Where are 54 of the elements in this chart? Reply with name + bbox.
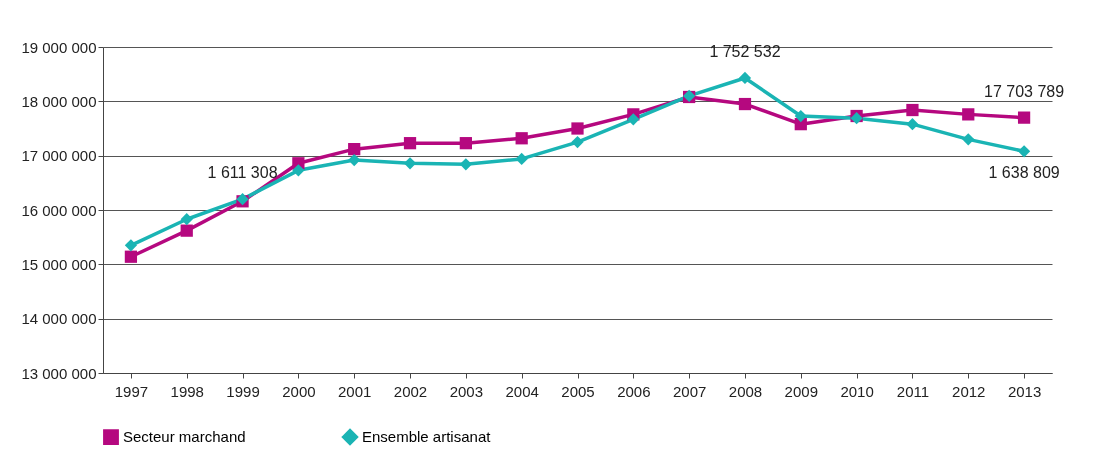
point [180,213,193,226]
y-tick-label: 14 000 000 [21,310,97,328]
x-tick-label: 2009 [784,382,818,400]
annotation: 1 752 532 [709,42,781,60]
x-tick-label: 1998 [170,382,204,400]
point [571,135,584,149]
point [794,109,807,123]
point [627,113,640,126]
x-tick-label: 2006 [617,382,651,400]
point [962,133,975,146]
y-tick-label: 18 000 000 [21,92,97,110]
annotation: 1 611 308 [207,164,278,182]
x-tick-label: 2013 [1007,382,1042,400]
x-tick-label: 2001 [338,382,372,400]
x-tick-label: 2011 [896,382,930,400]
point [403,137,417,150]
point [515,152,528,166]
y-tick-label: 13 000 000 [21,364,97,382]
x-tick-label: 2000 [282,382,316,400]
y-tick-label: 17 000 000 [21,147,97,165]
y-tick-label: 15 000 000 [21,255,97,273]
point [348,153,361,167]
point [906,118,919,131]
x-tick-label: 2002 [393,382,428,400]
x-tick-label: 2012 [952,382,986,400]
y-tick-label: 16 000 000 [21,201,97,219]
x-tick-label: 2010 [840,382,874,400]
point [124,250,138,263]
point [906,103,919,117]
x-tick-label: 1999 [226,382,260,400]
x-tick-label: 2008 [728,382,763,400]
point [1017,111,1031,124]
legend-label: Secteur marchand [123,428,246,446]
point [459,137,472,150]
x-tick-label: 2004 [505,382,539,400]
point [738,71,752,85]
x-tick-label: 2007 [672,382,707,400]
y-tick-label: 19 000 000 [21,38,97,56]
point [348,143,361,156]
point [738,97,752,111]
point [1017,145,1031,158]
point [962,108,975,121]
point [403,157,417,170]
x-tick-label: 1997 [114,382,149,400]
point [515,132,528,145]
annotation: 1 638 809 [988,164,1060,182]
x-tick-label: 2005 [561,382,595,400]
point [180,224,193,237]
legend-label: Ensemble artisanat [362,428,492,446]
annotation: 17 703 789 [984,82,1065,100]
point [571,122,584,135]
x-tick-label: 2003 [449,382,484,400]
point [124,239,138,252]
point [292,164,305,177]
